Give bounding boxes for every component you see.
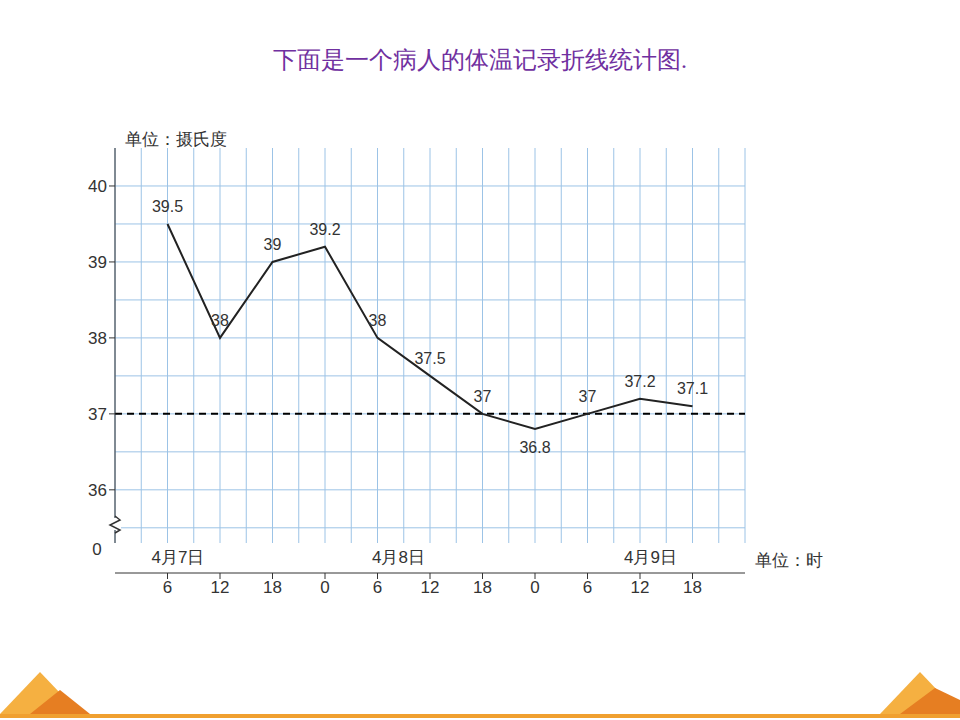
svg-text:6: 6 (163, 578, 172, 597)
svg-text:12: 12 (421, 578, 440, 597)
svg-text:18: 18 (473, 578, 492, 597)
svg-text:37: 37 (88, 405, 107, 424)
svg-text:6: 6 (373, 578, 382, 597)
svg-text:39.2: 39.2 (309, 221, 340, 238)
svg-text:38: 38 (88, 329, 107, 348)
svg-text:37.2: 37.2 (624, 373, 655, 390)
html-text:单位：时: 单位：时 (755, 551, 823, 570)
svg-text:12: 12 (631, 578, 650, 597)
svg-text:4月7日: 4月7日 (152, 548, 205, 567)
svg-text:18: 18 (263, 578, 282, 597)
svg-text:39: 39 (88, 253, 107, 272)
svg-text:37.5: 37.5 (414, 350, 445, 367)
svg-text:38: 38 (369, 312, 387, 329)
svg-text:37: 37 (474, 388, 492, 405)
svg-text:0: 0 (530, 578, 539, 597)
svg-text:37: 37 (579, 388, 597, 405)
svg-text:6: 6 (583, 578, 592, 597)
svg-text:18: 18 (683, 578, 702, 597)
svg-text:4月8日: 4月8日 (372, 548, 425, 567)
svg-text:12: 12 (211, 578, 230, 597)
svg-text:36: 36 (88, 481, 107, 500)
svg-text:4月9日: 4月9日 (624, 548, 677, 567)
svg-text:40: 40 (88, 177, 107, 196)
html-text:单位：摄氏度: 单位：摄氏度 (125, 130, 227, 149)
html-text:下面是一个病人的体温记录折线统计图.: 下面是一个病人的体温记录折线统计图. (273, 47, 687, 73)
svg-text:38: 38 (211, 312, 229, 329)
svg-text:39: 39 (264, 236, 282, 253)
svg-text:0: 0 (92, 540, 101, 559)
svg-text:36.8: 36.8 (519, 439, 550, 456)
svg-text:37.1: 37.1 (677, 380, 708, 397)
svg-text:0: 0 (320, 578, 329, 597)
svg-text:39.5: 39.5 (152, 198, 183, 215)
